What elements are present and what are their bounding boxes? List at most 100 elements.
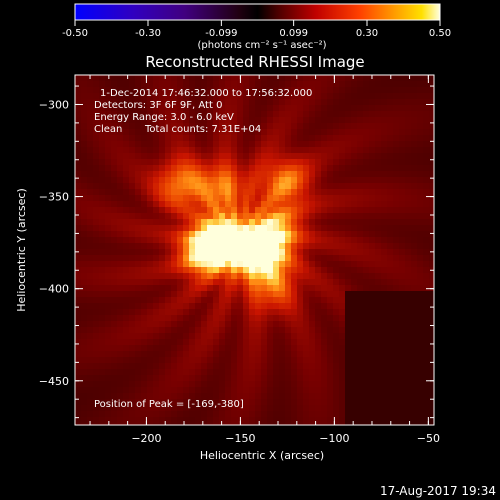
- heatmap-cell: [333, 405, 339, 411]
- heatmap-cell: [219, 141, 225, 147]
- heatmap-cell: [357, 195, 363, 201]
- heatmap-cell: [261, 279, 267, 285]
- heatmap-cell: [225, 147, 231, 153]
- heatmap-cell: [87, 213, 93, 219]
- heatmap-cell: [345, 381, 351, 387]
- heatmap-cell: [147, 111, 153, 117]
- heatmap-cell: [153, 123, 159, 129]
- heatmap-cell: [177, 357, 183, 363]
- heatmap-cell: [321, 351, 327, 357]
- heatmap-cell: [153, 405, 159, 411]
- heatmap-cell: [285, 261, 291, 267]
- heatmap-cell: [207, 375, 213, 381]
- heatmap-cell: [411, 285, 417, 291]
- heatmap-cell: [243, 369, 249, 375]
- heatmap-cell: [231, 381, 237, 387]
- heatmap-cell: [171, 141, 177, 147]
- heatmap-cell: [225, 423, 231, 425]
- heatmap-cell: [189, 255, 195, 261]
- heatmap-cell: [135, 177, 141, 183]
- heatmap-cell: [225, 411, 231, 417]
- heatmap-cell: [195, 93, 201, 99]
- heatmap-cell: [147, 171, 153, 177]
- heatmap-cell: [165, 87, 171, 93]
- heatmap-cell: [117, 381, 123, 387]
- heatmap-cell: [375, 87, 381, 93]
- heatmap-cell: [303, 201, 309, 207]
- heatmap-cell: [375, 225, 381, 231]
- heatmap-cell: [297, 333, 303, 339]
- heatmap-cell: [297, 135, 303, 141]
- heatmap-cell: [123, 369, 129, 375]
- heatmap-cell: [369, 309, 375, 315]
- heatmap-cell: [315, 339, 321, 345]
- heatmap-cell: [225, 135, 231, 141]
- heatmap-cell: [405, 393, 411, 399]
- heatmap-cell: [243, 219, 249, 225]
- heatmap-cell: [297, 393, 303, 399]
- heatmap-cell: [303, 93, 309, 99]
- heatmap-cell: [345, 183, 351, 189]
- heatmap-cell: [417, 393, 423, 399]
- heatmap-cell: [129, 219, 135, 225]
- heatmap-cell: [87, 105, 93, 111]
- heatmap-cell: [411, 405, 417, 411]
- heatmap-cell: [105, 309, 111, 315]
- heatmap-cell: [195, 171, 201, 177]
- heatmap-cell: [339, 357, 345, 363]
- heatmap-cell: [225, 195, 231, 201]
- heatmap-cell: [381, 357, 387, 363]
- heatmap-cell: [387, 279, 393, 285]
- heatmap-cell: [189, 105, 195, 111]
- heatmap-cell: [345, 129, 351, 135]
- heatmap-cell: [291, 153, 297, 159]
- heatmap-cell: [369, 405, 375, 411]
- heatmap-cell: [261, 273, 267, 279]
- heatmap-cell: [81, 333, 87, 339]
- heatmap-cell: [165, 141, 171, 147]
- heatmap-cell: [75, 75, 81, 81]
- heatmap-cell: [93, 285, 99, 291]
- heatmap-cell: [333, 357, 339, 363]
- heatmap-cell: [357, 309, 363, 315]
- heatmap-cell: [321, 231, 327, 237]
- heatmap-cell: [405, 81, 411, 87]
- heatmap-cell: [189, 315, 195, 321]
- heatmap-cell: [345, 87, 351, 93]
- heatmap-cell: [267, 93, 273, 99]
- heatmap-cell: [129, 183, 135, 189]
- heatmap-cell: [261, 93, 267, 99]
- heatmap-cell: [285, 321, 291, 327]
- heatmap-cell: [357, 387, 363, 393]
- heatmap-cell: [165, 309, 171, 315]
- heatmap-cell: [153, 81, 159, 87]
- x-axis: −200 −150 −100 −50: [89, 75, 440, 445]
- heatmap-cell: [123, 189, 129, 195]
- heatmap-cell: [399, 237, 405, 243]
- heatmap-cell: [387, 141, 393, 147]
- heatmap-cell: [333, 99, 339, 105]
- heatmap-cell: [159, 159, 165, 165]
- heatmap-cell: [393, 255, 399, 261]
- heatmap-cell: [363, 339, 369, 345]
- heatmap-cell: [81, 375, 87, 381]
- heatmap-cell: [75, 243, 81, 249]
- heatmap-cell: [213, 237, 219, 243]
- heatmap-cell: [411, 165, 417, 171]
- heatmap-cell: [357, 147, 363, 153]
- heatmap-cell: [321, 417, 327, 423]
- heatmap-cell: [153, 333, 159, 339]
- heatmap-cell: [141, 357, 147, 363]
- heatmap-cell: [123, 213, 129, 219]
- heatmap-cell: [393, 363, 399, 369]
- heatmap-cell: [147, 237, 153, 243]
- heatmap-cell: [387, 405, 393, 411]
- heatmap-cell: [87, 141, 93, 147]
- heatmap-cell: [111, 249, 117, 255]
- heatmap-cell: [357, 369, 363, 375]
- heatmap-cell: [123, 273, 129, 279]
- heatmap-cell: [165, 411, 171, 417]
- heatmap-cell: [273, 381, 279, 387]
- heatmap-cell: [165, 267, 171, 273]
